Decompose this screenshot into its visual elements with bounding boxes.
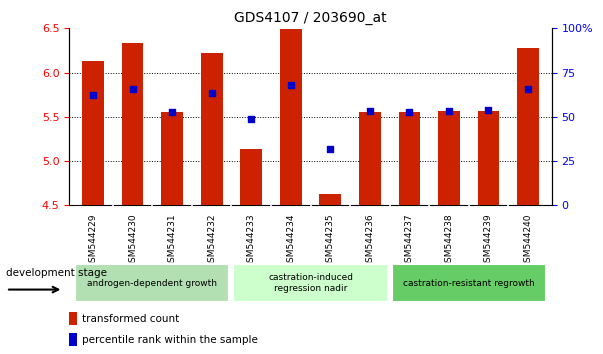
Point	[405, 109, 414, 114]
Text: GSM544237: GSM544237	[405, 213, 414, 268]
Point	[88, 92, 98, 98]
Bar	[122, 44, 144, 205]
Text: GSM544229: GSM544229	[89, 213, 98, 268]
Point	[523, 86, 533, 91]
Point	[326, 146, 335, 152]
FancyBboxPatch shape	[391, 264, 546, 302]
Bar	[161, 112, 183, 205]
Bar	[478, 110, 499, 205]
Point	[444, 108, 454, 113]
Text: transformed count: transformed count	[83, 314, 180, 324]
Text: androgen-dependent growth: androgen-dependent growth	[87, 279, 217, 288]
Point	[286, 82, 295, 88]
Point	[365, 108, 374, 113]
Text: development stage: development stage	[6, 268, 107, 278]
Bar	[82, 61, 104, 205]
Text: GSM544240: GSM544240	[523, 213, 532, 268]
Point	[128, 86, 137, 91]
Bar	[517, 48, 539, 205]
Text: GSM544236: GSM544236	[365, 213, 374, 268]
Bar	[359, 112, 380, 205]
Text: castration-induced
regression nadir: castration-induced regression nadir	[268, 274, 353, 293]
FancyBboxPatch shape	[233, 264, 388, 302]
Bar	[438, 110, 460, 205]
Bar	[69, 333, 77, 346]
Bar	[280, 29, 302, 205]
Point	[167, 109, 177, 114]
Text: GSM544234: GSM544234	[286, 213, 295, 268]
Text: castration-resistant regrowth: castration-resistant regrowth	[403, 279, 535, 288]
Text: GSM544239: GSM544239	[484, 213, 493, 268]
Text: GSM544238: GSM544238	[444, 213, 453, 268]
Bar	[69, 312, 77, 325]
Bar	[399, 112, 420, 205]
Bar	[241, 149, 262, 205]
Bar	[320, 194, 341, 205]
FancyBboxPatch shape	[75, 264, 230, 302]
Text: GSM544235: GSM544235	[326, 213, 335, 268]
Point	[207, 90, 216, 96]
Text: percentile rank within the sample: percentile rank within the sample	[83, 335, 258, 345]
Text: GSM544231: GSM544231	[168, 213, 177, 268]
Title: GDS4107 / 203690_at: GDS4107 / 203690_at	[234, 11, 387, 24]
Bar	[201, 53, 223, 205]
Text: GSM544230: GSM544230	[128, 213, 137, 268]
Text: GSM544233: GSM544233	[247, 213, 256, 268]
Point	[247, 117, 256, 122]
Point	[484, 107, 493, 113]
Text: GSM544232: GSM544232	[207, 213, 216, 268]
